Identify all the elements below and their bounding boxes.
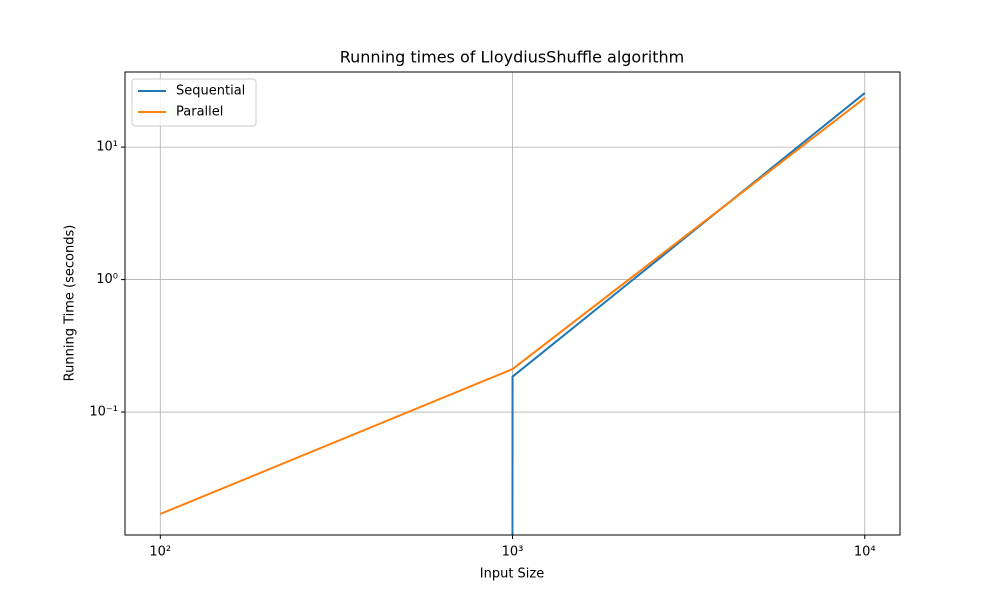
x-axis-label: Input Size [480,567,544,582]
plot-frame [124,71,901,536]
x-tick-label: 10³ [502,545,524,560]
y-axis-label: Running Time (seconds) [63,225,78,382]
x-tick-label: 10² [149,545,171,560]
x-tick-label: 10⁴ [854,545,876,560]
y-tick-label: 10⁰ [96,272,118,287]
series-line [159,97,866,515]
legend-label: Sequential [176,84,245,99]
chart-title: Running times of LloydiusShuffle algorit… [340,48,684,67]
y-tick-label: 10⁻¹ [89,405,118,420]
plot-lines [160,93,864,600]
y-tick-label: 10¹ [96,140,118,155]
legend-label: Parallel [176,105,223,120]
